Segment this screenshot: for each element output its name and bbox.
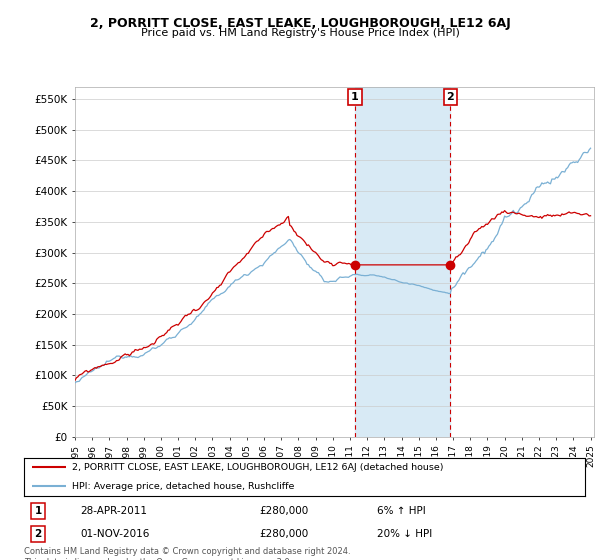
Text: 1: 1 <box>34 506 41 516</box>
Bar <box>355 87 450 437</box>
Text: 2, PORRITT CLOSE, EAST LEAKE, LOUGHBOROUGH, LE12 6AJ (detached house): 2, PORRITT CLOSE, EAST LEAKE, LOUGHBOROU… <box>71 463 443 472</box>
Text: Contains HM Land Registry data © Crown copyright and database right 2024.
This d: Contains HM Land Registry data © Crown c… <box>24 547 350 560</box>
Text: 1: 1 <box>351 92 359 102</box>
Text: 01-NOV-2016: 01-NOV-2016 <box>80 529 149 539</box>
Text: £280,000: £280,000 <box>260 506 309 516</box>
Text: HPI: Average price, detached house, Rushcliffe: HPI: Average price, detached house, Rush… <box>71 482 294 491</box>
Text: 6% ↑ HPI: 6% ↑ HPI <box>377 506 426 516</box>
Text: 20% ↓ HPI: 20% ↓ HPI <box>377 529 433 539</box>
Text: £280,000: £280,000 <box>260 529 309 539</box>
Text: 2: 2 <box>446 92 454 102</box>
Text: 28-APR-2011: 28-APR-2011 <box>80 506 147 516</box>
Text: 2, PORRITT CLOSE, EAST LEAKE, LOUGHBOROUGH, LE12 6AJ: 2, PORRITT CLOSE, EAST LEAKE, LOUGHBOROU… <box>89 17 511 30</box>
Text: Price paid vs. HM Land Registry's House Price Index (HPI): Price paid vs. HM Land Registry's House … <box>140 28 460 38</box>
Text: 2: 2 <box>34 529 41 539</box>
